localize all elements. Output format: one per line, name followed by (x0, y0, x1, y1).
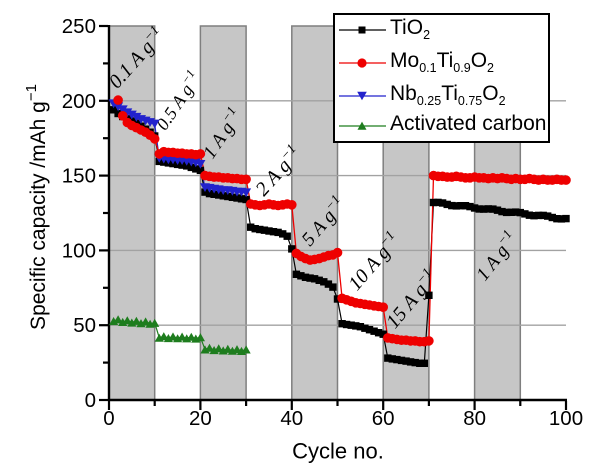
svg-text:200: 200 (62, 90, 96, 113)
svg-text:Cycle no.: Cycle no. (292, 439, 384, 464)
svg-text:40: 40 (280, 407, 303, 430)
svg-text:50: 50 (73, 314, 96, 337)
svg-text:20: 20 (189, 407, 212, 430)
svg-text:0: 0 (103, 407, 114, 430)
svg-text:100: 100 (62, 239, 96, 262)
svg-text:100: 100 (549, 407, 583, 430)
svg-text:Nb0.25Ti0.75O2: Nb0.25Ti0.75O2 (390, 82, 506, 108)
svg-text:0: 0 (85, 389, 96, 412)
svg-text:60: 60 (372, 407, 395, 430)
svg-text:80: 80 (463, 407, 486, 430)
svg-text:150: 150 (62, 165, 96, 188)
svg-text:Specific capacity /mAh g−1: Specific capacity /mAh g−1 (23, 84, 50, 330)
svg-text:250: 250 (62, 15, 96, 38)
svg-text:Activated carbon: Activated carbon (390, 112, 546, 135)
svg-text:Mo0.1Ti0.9O2: Mo0.1Ti0.9O2 (390, 49, 494, 75)
